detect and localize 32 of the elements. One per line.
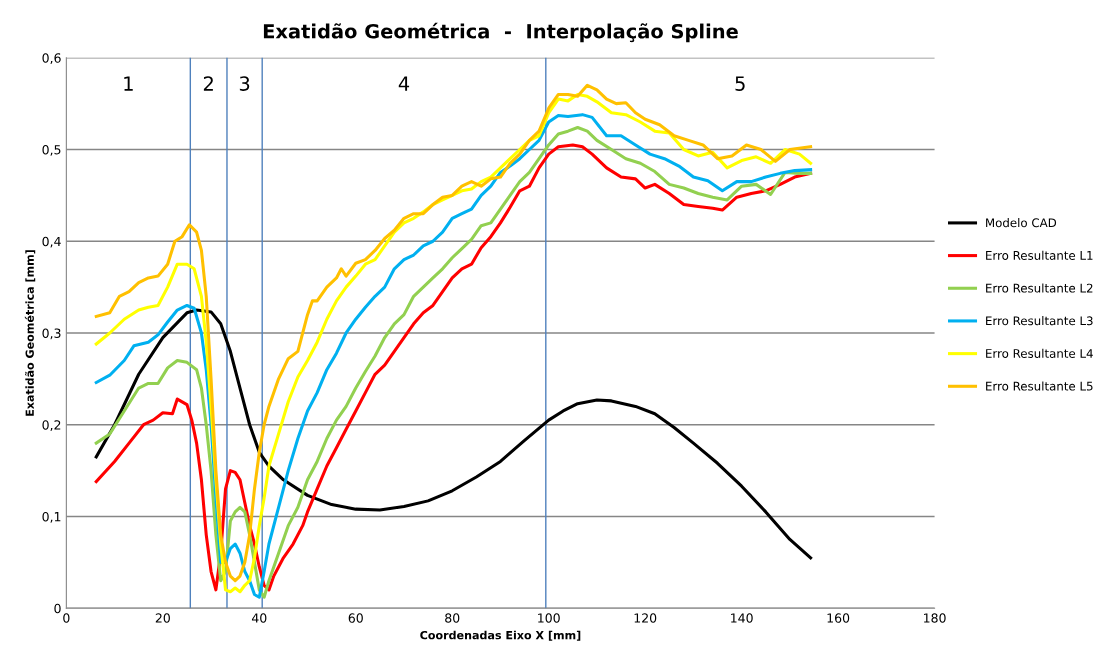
y-tick-label: 0 bbox=[54, 603, 61, 614]
x-tick-label: 80 bbox=[445, 613, 460, 623]
legend-label: Erro Resultante L4 bbox=[986, 348, 1093, 358]
chart-title: Exatidão Geométrica - Interpolação Spline bbox=[263, 22, 738, 43]
x-tick-label: 100 bbox=[538, 613, 560, 623]
x-tick-label: 180 bbox=[924, 613, 946, 623]
x-tick-label: 60 bbox=[348, 613, 363, 623]
y-axis-title: Exatidão Geométrica [mm] bbox=[24, 250, 36, 416]
x-tick-label: 0 bbox=[63, 613, 70, 623]
legend-label: Modelo CAD bbox=[986, 218, 1057, 228]
y-tick-label: 0,2 bbox=[42, 420, 61, 431]
annotation: 1 bbox=[124, 76, 133, 91]
y-tick-label: 0,6 bbox=[42, 53, 61, 64]
x-tick-label: 20 bbox=[155, 613, 170, 623]
annotation: 5 bbox=[735, 76, 745, 91]
y-tick-label: 0,3 bbox=[42, 328, 61, 340]
legend-label: Erro Resultante L5 bbox=[986, 381, 1093, 391]
annotation: 2 bbox=[203, 76, 213, 91]
y-tick-label: 0,4 bbox=[42, 236, 61, 248]
annotation: 4 bbox=[398, 76, 410, 91]
x-tick-label: 140 bbox=[731, 613, 753, 623]
y-tick-label: 0,1 bbox=[42, 511, 61, 523]
legend-label: Erro Resultante L1 bbox=[986, 250, 1093, 260]
x-tick-label: 40 bbox=[251, 613, 267, 623]
line-series bbox=[94, 308, 813, 560]
x-tick-label: 160 bbox=[827, 613, 850, 623]
x-tick-label: 120 bbox=[634, 613, 657, 623]
y-tick-label: 0,5 bbox=[42, 144, 61, 156]
annotation: 3 bbox=[239, 76, 250, 91]
legend-label: Erro Resultante L3 bbox=[986, 316, 1093, 326]
x-axis-title: Coordenadas Eixo X [mm] bbox=[420, 630, 581, 641]
legend-label: Erro Resultante L2 bbox=[986, 283, 1093, 293]
